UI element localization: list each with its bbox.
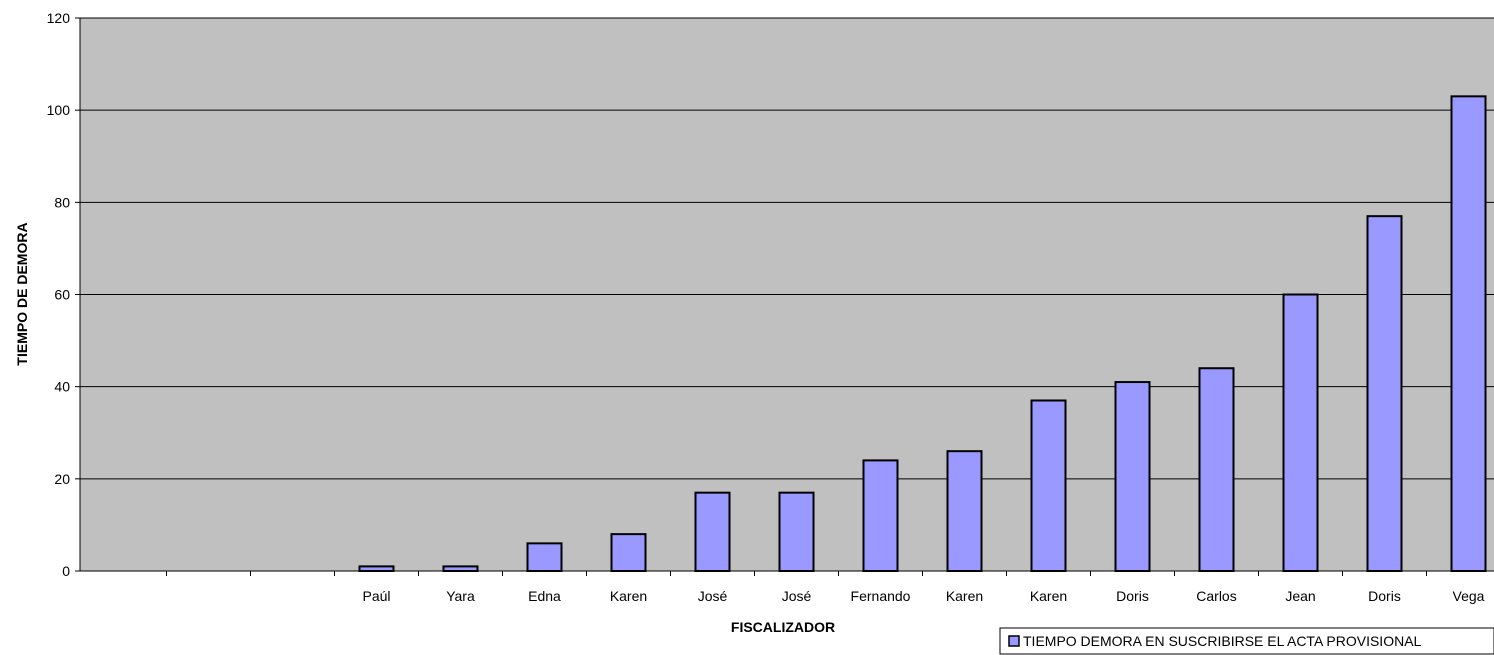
y-axis-title: TIEMPO DE DEMORA (14, 222, 30, 365)
bar (862, 459, 899, 572)
y-tick-label: 60 (54, 287, 70, 303)
x-tick-labels: Paúl Yara Edna Karen José José Fernando Karen Ka… (166, 571, 1485, 604)
bar (610, 533, 647, 573)
x-tick-label: Karen (610, 588, 647, 604)
x-tick-label: Yara (446, 588, 475, 604)
bar (694, 491, 731, 572)
legend-swatch (1008, 635, 1020, 647)
x-tick-label: Edna (528, 588, 561, 604)
legend: TIEMPO DEMORA EN SUSCRIBIRSE EL ACTA PRO… (999, 627, 1494, 655)
x-tick-label: José (698, 588, 728, 604)
bar (526, 542, 563, 572)
x-tick-label: Vega (1453, 588, 1485, 604)
bar (1366, 215, 1403, 573)
legend-label: TIEMPO DEMORA EN SUSCRIBIRSE EL ACTA PRO… (1023, 633, 1422, 649)
y-tick-labels: 0 20 40 60 80 100 120 (47, 10, 80, 579)
bar (1450, 95, 1487, 572)
bar (1198, 367, 1235, 572)
bars (358, 95, 1487, 573)
bar (358, 565, 395, 572)
x-tick-label: Jean (1285, 588, 1315, 604)
bar (778, 491, 815, 572)
bar (1030, 399, 1067, 572)
x-tick-label: Paúl (362, 588, 390, 604)
y-tick-label: 100 (47, 102, 71, 118)
y-tick-label: 20 (54, 471, 70, 487)
y-tick-label: 120 (47, 10, 71, 26)
x-axis-title: FISCALIZADOR (731, 619, 835, 635)
x-tick-label: Carlos (1196, 588, 1236, 604)
gridlines (80, 17, 1494, 480)
x-tick-label: Karen (1030, 588, 1067, 604)
y-tick-label: 0 (62, 563, 70, 579)
x-tick-label: Karen (946, 588, 983, 604)
bar (946, 450, 983, 572)
legend-box (999, 627, 1494, 655)
bar (1282, 293, 1319, 572)
x-tick-label: Doris (1368, 588, 1401, 604)
y-tick-label: 80 (54, 194, 70, 210)
y-tick-label: 40 (54, 379, 70, 395)
x-tick-label: Doris (1116, 588, 1149, 604)
x-tick-label: José (782, 588, 812, 604)
bar (442, 565, 479, 572)
x-tick-label: Fernando (851, 588, 911, 604)
bar (1114, 381, 1151, 572)
